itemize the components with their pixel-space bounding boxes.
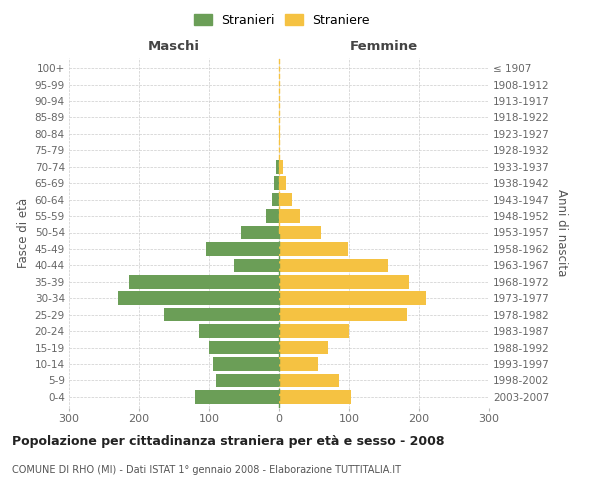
Text: Popolazione per cittadinanza straniera per età e sesso - 2008: Popolazione per cittadinanza straniera p… <box>12 435 445 448</box>
Bar <box>233 258 279 272</box>
Bar <box>279 357 317 370</box>
Bar <box>279 324 349 338</box>
Bar <box>205 242 279 256</box>
Bar <box>279 292 426 305</box>
Bar <box>118 292 279 305</box>
Bar <box>279 193 292 206</box>
Bar <box>279 160 283 173</box>
Bar <box>163 308 279 322</box>
Bar <box>216 374 279 387</box>
Text: Maschi: Maschi <box>148 40 200 52</box>
Bar <box>279 176 286 190</box>
Bar <box>128 275 279 288</box>
Legend: Stranieri, Straniere: Stranieri, Straniere <box>191 11 373 29</box>
Bar <box>272 193 279 206</box>
Bar <box>279 374 338 387</box>
Bar <box>209 341 279 354</box>
Bar <box>195 390 279 404</box>
Text: Femmine: Femmine <box>350 40 418 52</box>
Bar <box>279 127 280 140</box>
Bar <box>212 357 279 370</box>
Bar <box>279 226 321 239</box>
Y-axis label: Fasce di età: Fasce di età <box>17 198 31 268</box>
Bar <box>279 390 351 404</box>
Bar <box>199 324 279 338</box>
Bar <box>279 341 328 354</box>
Bar <box>279 210 300 223</box>
Bar <box>279 275 409 288</box>
Bar <box>279 242 347 256</box>
Bar <box>241 226 279 239</box>
Text: COMUNE DI RHO (MI) - Dati ISTAT 1° gennaio 2008 - Elaborazione TUTTITALIA.IT: COMUNE DI RHO (MI) - Dati ISTAT 1° genna… <box>12 465 401 475</box>
Bar <box>266 210 279 223</box>
Y-axis label: Anni di nascita: Anni di nascita <box>556 189 568 276</box>
Bar <box>275 160 279 173</box>
Bar <box>274 176 279 190</box>
Bar <box>279 258 388 272</box>
Bar <box>279 308 407 322</box>
